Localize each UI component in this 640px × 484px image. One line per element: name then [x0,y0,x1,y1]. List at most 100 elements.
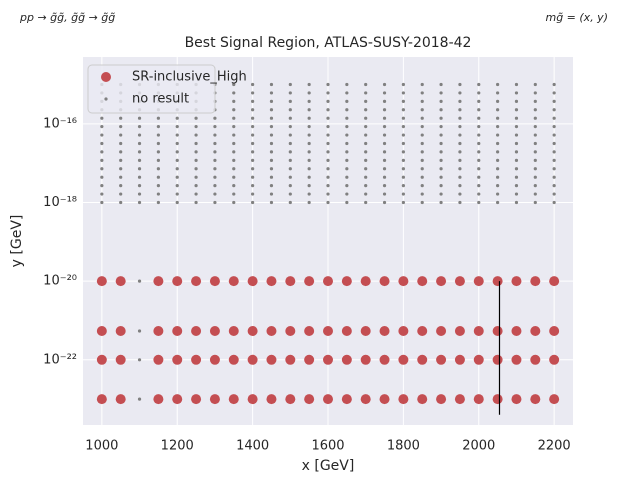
scatter-point [439,91,443,95]
scatter-point [401,116,405,120]
scatter-point [288,150,292,154]
scatter-point [458,108,462,112]
scatter-point [420,108,424,112]
scatter-point [382,116,387,120]
scatter-point [153,394,164,405]
scatter-point [266,354,277,365]
scatter-point [420,125,424,129]
scatter-point [213,175,217,179]
chart-title: Best Signal Region, ATLAS-SUSY-2018-42 [185,35,472,51]
scatter-point [323,394,333,405]
scatter-point [345,91,349,95]
scatter-point [496,116,500,120]
scatter-point [247,354,258,365]
scatter-point [345,200,349,205]
scatter-point [175,150,179,154]
scatter-point [307,82,311,87]
scatter-point [345,141,349,146]
scatter-point [514,150,519,154]
scatter-point [156,175,160,179]
scatter-point [247,394,258,405]
scatter-point [213,192,217,196]
scatter-point [477,175,481,179]
scatter-point [420,141,424,146]
scatter-point [307,167,311,171]
scatter-point [492,326,503,337]
scatter-point [360,394,371,405]
scatter-point [288,184,292,188]
scatter-point [232,184,236,188]
scatter-point [232,125,236,129]
scatter-point [382,184,387,188]
scatter-point [454,326,465,337]
scatter-point [115,326,126,337]
scatter-point [552,150,556,154]
scatter-point [477,158,481,162]
scatter-point [496,141,500,146]
scatter-point [458,167,462,171]
scatter-point [288,108,292,112]
scatter-point [514,158,519,162]
scatter-point [288,192,292,196]
scatter-point [401,141,405,146]
scatter-point [439,192,443,196]
scatter-point [458,116,462,120]
scatter-point [345,125,349,129]
scatter-point [382,158,387,162]
legend-marker [104,97,108,101]
scatter-point [514,116,519,120]
scatter-point [477,99,481,103]
scatter-point [477,167,481,171]
scatter-point [326,141,330,146]
scatter-point [458,82,462,87]
scatter-point [209,326,220,337]
scatter-point [269,125,274,129]
scatter-point [401,108,405,112]
scatter-point [288,167,292,171]
scatter-point [307,125,311,129]
scatter-point [420,158,424,162]
scatter-point [552,141,556,146]
scatter-point [288,175,292,179]
scatter-point [137,200,142,205]
scatter-point [364,108,368,112]
scatter-point [194,158,198,162]
scatter-point [232,108,236,112]
scatter-point [326,175,330,179]
scatter-point [156,133,160,137]
annotation: mg̃ = (x, y) [545,11,608,24]
scatter-point [251,192,255,196]
scatter-point [213,167,217,171]
scatter-point [119,167,123,171]
scatter-point [439,108,443,112]
scatter-point [194,125,198,129]
scatter-point [137,125,142,129]
scatter-point [382,91,387,95]
scatter-point [511,354,522,365]
scatter-point [326,99,330,103]
scatter-point [514,167,519,171]
scatter-point [398,326,409,337]
scatter-point [496,192,500,196]
scatter-point [420,116,424,120]
scatter-point [304,354,315,365]
scatter-point [492,354,503,365]
scatter-point [477,192,481,196]
scatter-point [326,133,330,137]
scatter-point [153,354,164,365]
scatter-point [156,158,160,162]
scatter-point [454,394,465,405]
scatter-point [269,91,274,95]
scatter-point [119,125,123,129]
scatter-point [360,276,371,287]
scatter-point [269,167,274,171]
scatter-point [496,99,500,103]
scatter-point [251,167,255,171]
scatter-point [307,141,311,146]
scatter-point [194,150,198,154]
scatter-point [533,125,537,129]
scatter-point [458,91,462,95]
scatter-point [175,158,179,162]
